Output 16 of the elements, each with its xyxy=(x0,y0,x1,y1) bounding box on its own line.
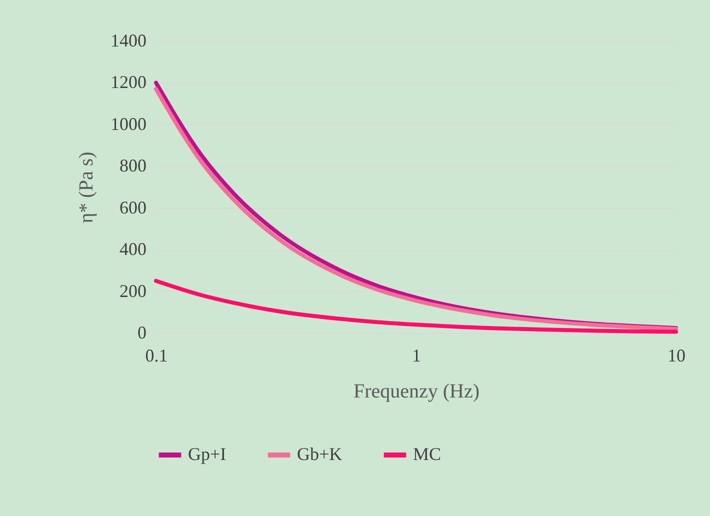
x-axis-title: Frequenzy (Hz) xyxy=(353,380,480,402)
legend-label: Gb+K xyxy=(297,444,342,464)
legend-label: MC xyxy=(413,444,442,464)
y-tick-label: 1400 xyxy=(110,30,146,50)
legend-label: Gp+I xyxy=(188,444,226,464)
y-axis-title: η* (Pa s) xyxy=(76,152,98,224)
y-tick-label: 0 xyxy=(138,322,146,342)
y-tick-label: 1000 xyxy=(110,114,146,134)
x-tick-label: 10 xyxy=(668,346,686,366)
x-tick-label: 0.1 xyxy=(145,346,168,366)
y-tick-label: 200 xyxy=(120,280,146,301)
y-tick-label: 400 xyxy=(120,239,146,260)
x-tick-label: 1 xyxy=(412,346,421,366)
y-tick-label: 800 xyxy=(120,156,146,176)
y-tick-label: 600 xyxy=(120,197,146,218)
y-tick-label: 1200 xyxy=(110,72,146,92)
